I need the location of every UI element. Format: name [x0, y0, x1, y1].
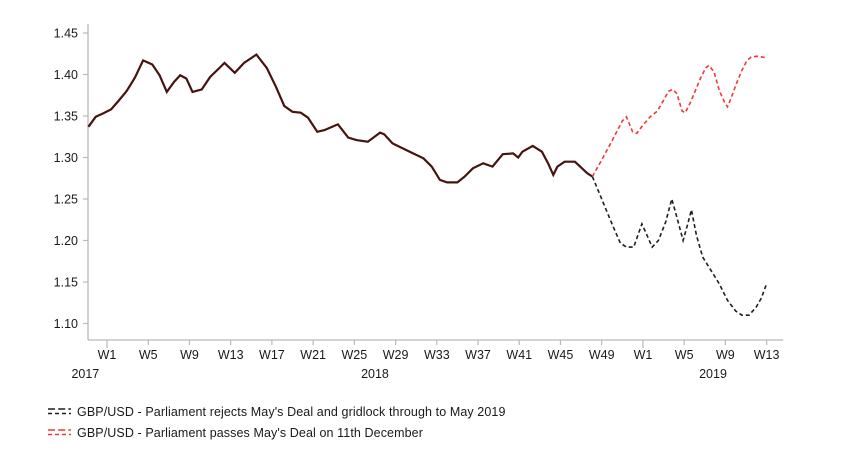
x-tick-label: W5 [139, 348, 158, 362]
dashed-line-marker-black [48, 408, 71, 415]
year-label: 2019 [699, 367, 727, 381]
x-tick-label: W37 [465, 348, 491, 362]
x-tick-label: W13 [754, 348, 780, 362]
y-tick-label: 1.25 [54, 193, 78, 207]
x-tick-label: W9 [716, 348, 735, 362]
year-label: 2017 [71, 367, 99, 381]
x-tick-label: W21 [300, 348, 326, 362]
y-tick-label: 1.15 [54, 276, 78, 290]
dashed-line-marker-red [48, 429, 71, 436]
y-tick-label: 1.40 [54, 68, 78, 82]
legend-label-rejects: GBP/USD - Parliament rejects May's Deal … [77, 404, 506, 419]
legend-item-passes-scenario: GBP/USD - Parliament passes May's Deal o… [47, 422, 506, 443]
series-history [87, 53, 593, 184]
legend: GBP/USD - Parliament rejects May's Deal … [47, 401, 506, 443]
x-tick-label: W9 [180, 348, 199, 362]
legend-label-passes: GBP/USD - Parliament passes May's Deal o… [77, 425, 423, 440]
x-tick-label: W17 [259, 348, 285, 362]
y-tick-label: 1.35 [54, 110, 78, 124]
y-tick-label: 1.30 [54, 151, 78, 165]
y-tick-label: 1.45 [54, 27, 78, 41]
x-tick-label: W41 [506, 348, 532, 362]
x-tick-label: W1 [98, 348, 117, 362]
y-tick-label: 1.10 [54, 317, 78, 331]
x-tick-label: W1 [634, 348, 653, 362]
x-tick-label: W33 [424, 348, 450, 362]
legend-item-rejects-scenario: GBP/USD - Parliament rejects May's Deal … [47, 401, 506, 422]
x-tick-label: W13 [218, 348, 244, 362]
x-tick-label: W45 [548, 348, 574, 362]
series-passes-scenario [591, 55, 767, 177]
x-tick-label: W25 [342, 348, 368, 362]
x-tick-label: W5 [675, 348, 694, 362]
x-tick-label: W49 [589, 348, 615, 362]
x-tick-label: W29 [383, 348, 409, 362]
y-tick-label: 1.20 [54, 234, 78, 248]
series-rejects-scenario [591, 176, 768, 317]
year-label: 2018 [361, 367, 389, 381]
